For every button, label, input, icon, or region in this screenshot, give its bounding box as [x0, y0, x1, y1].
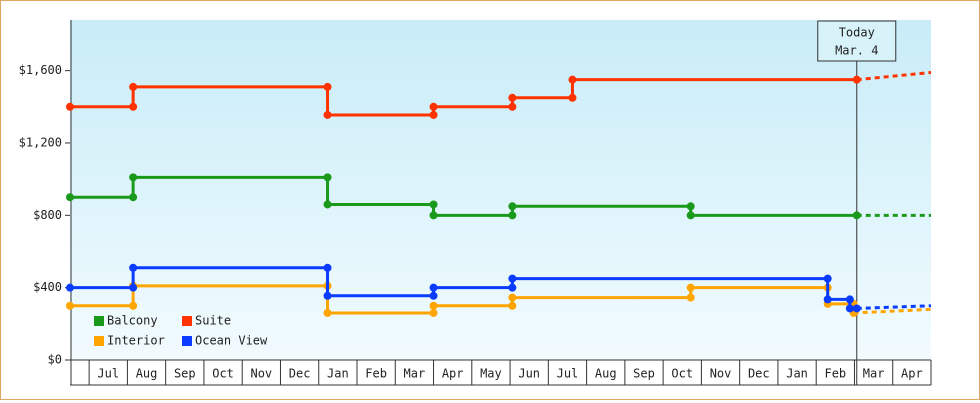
point [66, 193, 74, 202]
forecast-line [856, 304, 932, 310]
x-tick-label: May [480, 367, 502, 381]
x-tick-label: Aug [136, 367, 158, 381]
point [508, 102, 517, 111]
point [508, 293, 517, 302]
y-tick-label: $0 [48, 353, 62, 367]
point [129, 102, 138, 111]
legend-label: Suite [195, 314, 231, 328]
point [508, 211, 517, 220]
point [823, 274, 832, 283]
point [508, 274, 517, 283]
point [429, 301, 438, 310]
legend-swatch [94, 336, 104, 346]
point [845, 295, 854, 304]
point [323, 173, 332, 182]
point [129, 193, 138, 202]
point [429, 211, 438, 220]
point [429, 200, 438, 209]
x-tick-label: Feb [365, 367, 387, 381]
point [568, 75, 577, 84]
forecast-line [853, 307, 932, 315]
point [852, 75, 861, 84]
point [852, 211, 861, 220]
point [686, 202, 695, 211]
x-tick-label: Nov [710, 367, 732, 381]
point [845, 304, 854, 313]
legend-label: Ocean View [195, 334, 268, 348]
plot-background [70, 20, 931, 360]
x-tick-label: Mar [863, 367, 885, 381]
x-tick-label: Dec [289, 367, 311, 381]
y-tick-label: $1,600 [19, 63, 62, 77]
point [852, 304, 861, 313]
point [508, 301, 517, 310]
today-date: Mar. 4 [835, 44, 878, 58]
point [568, 93, 577, 102]
point [323, 200, 332, 209]
point [429, 283, 438, 292]
point [823, 295, 832, 304]
legend-label: Interior [107, 334, 165, 348]
x-tick-label: Mar [404, 367, 426, 381]
x-tick-label: Dec [748, 367, 770, 381]
point [508, 93, 517, 102]
point [66, 102, 74, 111]
y-tick-label: $1,200 [19, 135, 62, 149]
legend-swatch [182, 316, 192, 326]
today-label: Today [839, 26, 875, 40]
point [66, 283, 74, 292]
today-box [817, 20, 897, 62]
x-tick-label: Sep [174, 367, 196, 381]
x-tick-label: Aug [595, 367, 617, 381]
point [129, 82, 138, 91]
x-tick-label: Jan [786, 367, 808, 381]
point [686, 283, 695, 292]
y-tick-label: $400 [33, 280, 62, 294]
legend-swatch [94, 316, 104, 326]
point [508, 202, 517, 211]
point [129, 283, 138, 292]
x-tick-label: Sep [633, 367, 655, 381]
point [323, 82, 332, 91]
point [686, 211, 695, 220]
point [429, 102, 438, 111]
point [129, 173, 138, 182]
point [429, 110, 438, 119]
point [323, 308, 332, 317]
point [129, 263, 138, 272]
point [323, 263, 332, 272]
forecast-line [856, 70, 932, 82]
x-tick-label: Jan [327, 367, 349, 381]
y-tick-label: $800 [33, 208, 62, 222]
point [686, 293, 695, 302]
x-tick-label: Nov [250, 367, 272, 381]
legend-swatch [182, 336, 192, 346]
point [129, 301, 138, 310]
point [508, 283, 517, 292]
point [429, 308, 438, 317]
x-tick-label: Apr [901, 367, 923, 381]
x-tick-label: Jul [557, 367, 579, 381]
x-tick-label: Jun [518, 367, 540, 381]
x-tick-label: Oct [671, 367, 693, 381]
point [323, 110, 332, 119]
legend-label: Balcony [107, 314, 158, 328]
point [66, 301, 74, 310]
x-tick-label: Apr [442, 367, 464, 381]
x-tick-label: Jul [97, 367, 119, 381]
x-tick-label: Oct [212, 367, 234, 381]
point [429, 291, 438, 300]
x-tick-label: Feb [824, 367, 846, 381]
point [323, 291, 332, 300]
